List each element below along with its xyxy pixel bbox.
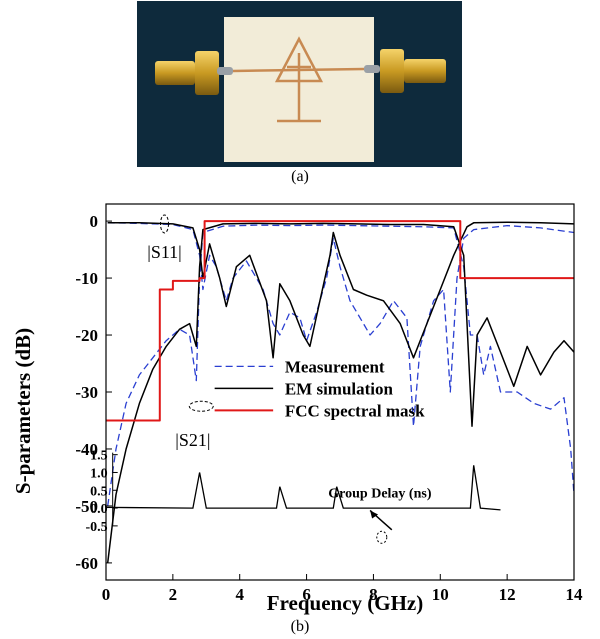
- y-tick-label: -60: [75, 554, 98, 573]
- y-tick-label: -50: [75, 497, 98, 516]
- y-axis-label: S-parameters (dB): [11, 328, 35, 494]
- x-tick-label: 14: [566, 585, 584, 604]
- s21-annotation: |S21|: [175, 430, 210, 450]
- s21-marker-ellipse: [189, 401, 213, 411]
- group-delay-inset: 1.51.00.50.0-0.5: [86, 449, 501, 535]
- group-delay-label: Group Delay (ns): [328, 486, 432, 501]
- y-tick-label: -10: [75, 269, 98, 288]
- s11-annotation: |S11|: [147, 242, 182, 262]
- filter-photo: [137, 1, 462, 167]
- caption-b: (b): [0, 618, 600, 636]
- inset-y-tick-label: -0.5: [86, 520, 108, 535]
- x-tick-label: 10: [432, 585, 449, 604]
- y-tick-label: -30: [75, 383, 98, 402]
- x-axis-label: Frequency (GHz): [267, 591, 424, 615]
- x-tick-label: 12: [499, 585, 516, 604]
- y-tick-label: -20: [75, 326, 98, 345]
- caption-a: (a): [0, 168, 600, 186]
- group-delay-marker-ellipse: [377, 531, 387, 543]
- s-parameter-chart: 1.51.00.50.0-0.5 0 2 4 6 8 10 12 140-10-20-30-4…: [0, 190, 600, 620]
- x-tick-label: 2: [169, 585, 178, 604]
- inset-y-tick-label: 1.0: [90, 466, 108, 481]
- legend-label: EM simulation: [285, 379, 394, 398]
- x-tick-label: 0: [102, 585, 111, 604]
- legend: Measurement EM simulation FCC spectral mas…: [215, 357, 426, 420]
- legend-label: FCC spectral mask: [285, 401, 425, 420]
- series-line-group-delay: [106, 465, 501, 510]
- legend-label: Measurement: [285, 357, 385, 376]
- y-tick-label: -40: [75, 440, 98, 459]
- x-tick-label: 4: [235, 585, 244, 604]
- y-tick-label: 0: [90, 212, 99, 231]
